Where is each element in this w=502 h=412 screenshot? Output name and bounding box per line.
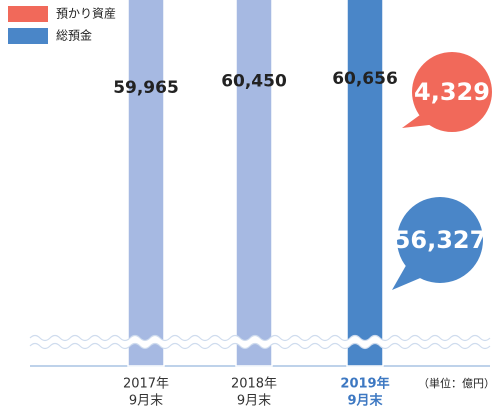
x-tick-label: 2018年 [231,377,277,392]
axis-break-line [29,334,491,342]
callout-label: 4,329 [414,78,490,106]
x-tick-label: 9月末 [237,394,271,409]
bar-segment [235,0,273,367]
callout-label: 56,327 [394,226,487,254]
callout-bubble [397,197,483,283]
callout-bubble [412,52,492,132]
callout-tail [392,262,425,290]
axis-break [30,335,490,349]
total-label: 60,450 [221,72,287,92]
x-tick-label: 2019年 [340,376,389,392]
legend-label: 預かり資産 [56,6,116,21]
total-label: 59,965 [113,78,179,98]
x-tick-label: 9月末 [129,394,163,409]
legend-swatch [8,6,48,22]
x-tick-label: 9月末 [347,393,383,409]
unit-label: （単位：億円） [418,376,495,390]
legend-label: 総預金 [56,28,92,43]
bar-segment [346,0,384,367]
bar-segment [127,0,165,367]
axis-break-line [29,342,491,350]
total-label: 60,656 [332,69,398,89]
legend-swatch [8,28,48,44]
x-tick-label: 2017年 [123,377,169,392]
